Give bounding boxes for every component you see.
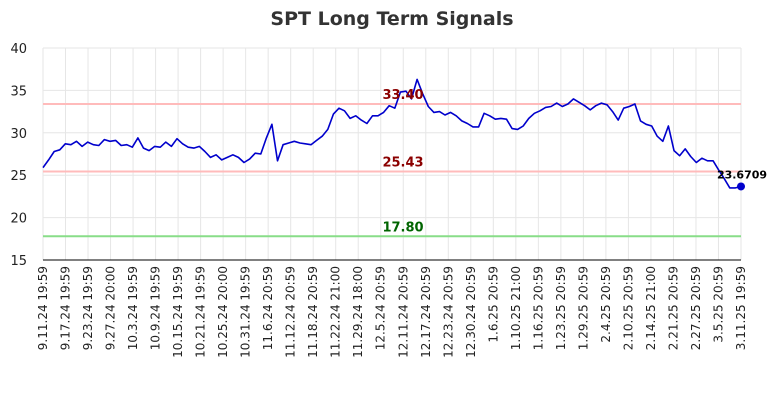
x-tick-label: 11.22.24 21:00 (329, 266, 343, 358)
chart-title: SPT Long Term Signals (270, 8, 513, 30)
y-tick-label: 25 (10, 169, 27, 184)
series-line (42, 78, 742, 189)
series-group (42, 78, 745, 191)
x-tick-label: 10.15.24 19:59 (171, 266, 185, 358)
x-tick-label: 3.5.25 20:59 (711, 266, 725, 343)
x-tick-label: 12.23.24 20:59 (441, 266, 455, 358)
reference-labels: 33.40 25.43 17.80 23.6709 (382, 88, 767, 235)
x-tick-label: 2.21.25 20:59 (666, 266, 680, 350)
x-tick-label: 9.17.24 19:59 (59, 266, 73, 350)
x-tick-label: 10.25.24 20:00 (216, 266, 230, 358)
x-tick-label: 9.23.24 19:59 (81, 266, 95, 350)
y-tick-label: 30 (10, 127, 27, 142)
x-tick-label: 2.14.25 21:00 (644, 266, 658, 350)
x-tick-label: 3.11.25 19:59 (734, 266, 748, 350)
x-tick-label: 1.10.25 21:00 (509, 266, 523, 350)
y-tick-label: 20 (10, 212, 27, 227)
grid (42, 47, 742, 260)
x-tick-label: 12.17.24 20:59 (419, 266, 433, 358)
reference-label: 17.80 (382, 220, 423, 235)
x-tick-label: 1.6.25 20:59 (486, 266, 500, 343)
x-tick-label: 11.6.24 20:59 (261, 266, 275, 350)
x-tick-label: 12.5.24 20:59 (374, 266, 388, 350)
x-tick-label: 12.11.24 20:59 (396, 266, 410, 358)
x-tick-label: 9.27.24 20:00 (104, 266, 118, 350)
x-tick-label: 2.10.25 20:59 (621, 266, 635, 350)
x-tick-label: 11.29.24 18:00 (351, 266, 365, 358)
x-tick-label: 2.4.25 20:59 (599, 266, 613, 343)
x-tick-label: 1.23.25 20:59 (554, 266, 568, 350)
x-tick-label: 10.9.24 19:59 (149, 266, 163, 350)
x-tick-label: 1.29.25 20:59 (576, 266, 590, 350)
x-tick-label: 1.16.25 20:59 (531, 266, 545, 350)
x-tick-label: 11.18.24 20:59 (306, 266, 320, 358)
x-tick-label: 10.3.24 19:59 (126, 266, 140, 350)
reference-label: 33.40 (382, 88, 423, 103)
last-point-marker (737, 182, 745, 191)
x-tick-label: 9.11.24 19:59 (36, 266, 50, 350)
x-tick-label: 10.21.24 19:59 (194, 266, 208, 358)
x-tick-label: 10.31.24 19:59 (239, 266, 253, 358)
x-tick-label: 2.27.25 20:59 (689, 266, 703, 350)
last-value-label: 23.6709 (717, 168, 767, 181)
y-tick-label: 40 (10, 42, 27, 57)
reference-label: 25.43 (382, 156, 423, 171)
x-tick-label: 12.30.24 20:59 (464, 266, 478, 358)
reference-lines (43, 102, 741, 238)
y-tick-label: 35 (10, 84, 27, 99)
x-tick-label: 11.12.24 20:59 (284, 266, 298, 358)
tick-labels: 15 20 25 30 35 40 9.11.24 19:59 9.17.24 19:59 9.… (10, 42, 748, 358)
y-tick-label: 15 (10, 254, 27, 269)
